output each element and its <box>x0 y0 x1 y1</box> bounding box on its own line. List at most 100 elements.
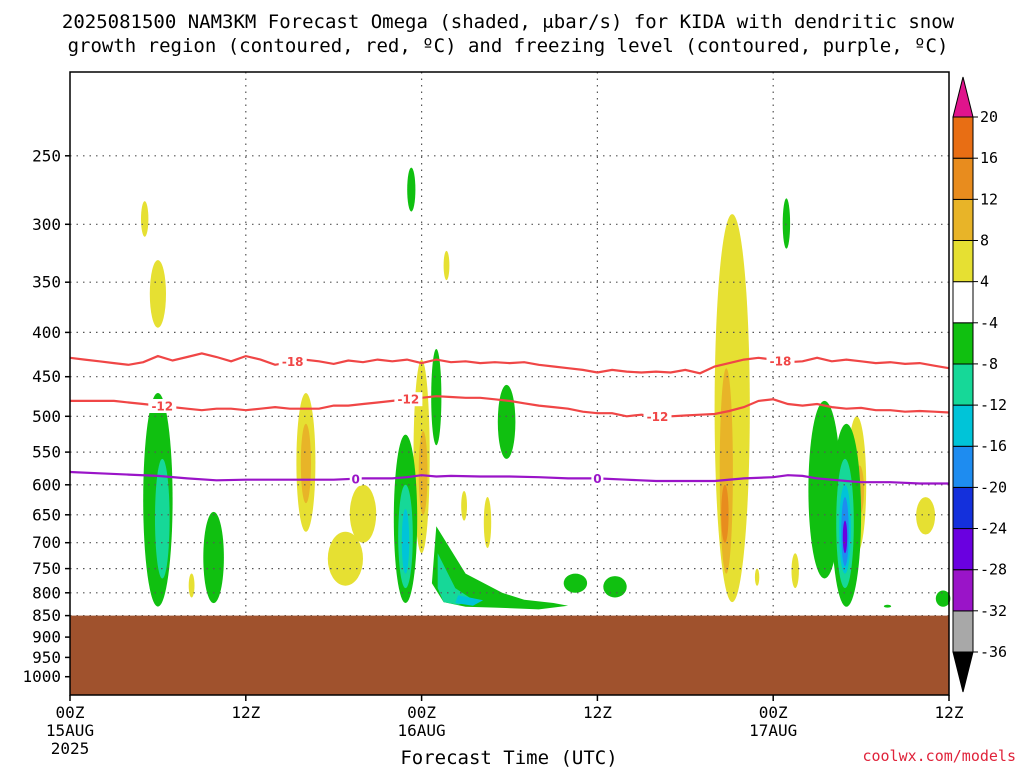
contour-label-bg-0-1 <box>766 353 795 368</box>
omega-region-14 <box>483 497 492 548</box>
colorbar: -36 -32 -28 -24 -20 -16 -12 -8 -4 4 8 12 16 20 <box>952 76 1007 693</box>
chart-title-line1: 2025081500 NAM3KM Forecast Omega (shaded… <box>62 11 955 33</box>
y-axis: 250 300 350 400 450 500 550 600 650 700 750 800 850 9… <box>22 146 70 686</box>
contour-label-bg-1-2 <box>643 409 672 424</box>
colorbar-label-0: -36 <box>980 643 1007 661</box>
y-tick-label-900: 900 <box>32 628 61 647</box>
y-tick-label-300: 300 <box>32 215 61 234</box>
y-tick-label-500: 500 <box>32 407 61 426</box>
x-tick-date-24: 16AUG <box>398 721 446 740</box>
x-tick-label-24: 00Z <box>407 703 436 722</box>
contour-label-0-1: -18 <box>770 354 792 368</box>
x-tick-label-36: 12Z <box>583 703 612 722</box>
omega-region-20 <box>754 568 760 586</box>
omega-polygon-2 <box>455 595 484 606</box>
colorbar-band-3 <box>952 486 974 530</box>
contour-line-1 <box>70 395 950 418</box>
colorbar-band-2 <box>952 528 974 571</box>
omega-region-10 <box>188 573 195 598</box>
contour-label-1-2: -12 <box>647 410 669 424</box>
chart-title-line2: growth region (contoured, red, ºC) and f… <box>68 35 949 57</box>
colorbar-band-11 <box>952 157 974 200</box>
omega-region-13 <box>461 491 467 521</box>
omega-region-30 <box>497 384 516 459</box>
x-tick-label-12: 12Z <box>231 703 260 722</box>
colorbar-band-5 <box>952 404 974 447</box>
colorbar-label-5: -16 <box>980 437 1007 455</box>
omega-region-18 <box>791 553 799 589</box>
omega-region-7 <box>300 423 311 504</box>
omega-region-25 <box>203 511 224 604</box>
y-tick-label-400: 400 <box>32 323 61 342</box>
x-tick-label-60: 12Z <box>935 703 964 722</box>
colorbar-label-3: -24 <box>980 520 1007 538</box>
omega-region-0 <box>141 201 149 237</box>
contour-label-2-1: 0 <box>593 472 601 486</box>
omega-region-5 <box>721 484 729 543</box>
colorbar-band-6 <box>952 363 974 406</box>
omega-polygon-1 <box>437 553 473 605</box>
contour-label-1-0: -12 <box>151 400 173 414</box>
temperature-contours: -18 -18 -12 -12 -12 0 0 <box>69 352 950 486</box>
contour-label-bg-2-0 <box>349 471 362 486</box>
colorbar-band-0 <box>952 610 974 653</box>
plot-frame <box>69 71 950 696</box>
omega-region-1 <box>149 260 166 328</box>
colorbar-label-8: -4 <box>980 314 998 332</box>
y-tick-label-850: 850 <box>32 606 61 625</box>
omega-region-40 <box>563 573 588 593</box>
contour-label-2-0: 0 <box>352 472 360 486</box>
colorbar-band-8 <box>952 281 974 324</box>
omega-region-37 <box>935 590 951 607</box>
omega-region-19 <box>916 497 936 535</box>
plot-area: -18 -18 -12 -12 -12 0 0 <box>69 71 951 696</box>
colorbar-label-7: -8 <box>980 355 998 373</box>
x-tick-date-0: 15AUG <box>46 721 94 740</box>
contour-line-2 <box>69 470 949 485</box>
x-axis-title: Forecast Time (UTC) <box>400 747 617 768</box>
omega-region-22 <box>782 198 791 249</box>
y-tick-label-700: 700 <box>32 533 61 552</box>
colorbar-label-2: -28 <box>980 561 1007 579</box>
contour-label-1-1: -12 <box>398 393 420 407</box>
y-tick-label-450: 450 <box>32 367 61 386</box>
contour-label-0-0: -18 <box>282 355 304 369</box>
colorbar-band-4 <box>952 445 974 488</box>
omega-region-28 <box>401 509 410 574</box>
omega-polygon-0 <box>431 526 569 610</box>
contour-label-bg-1-1 <box>394 392 423 407</box>
x-tick-label-48: 00Z <box>759 703 788 722</box>
ground-surface <box>70 615 949 695</box>
colorbar-label-10: 8 <box>980 232 989 250</box>
y-tick-label-350: 350 <box>32 273 61 292</box>
colorbar-label-1: -32 <box>980 602 1007 620</box>
omega-region-8 <box>349 484 377 543</box>
colorbar-label-12: 16 <box>980 149 998 167</box>
colorbar-bottom-arrow <box>952 651 974 693</box>
colorbar-label-13: 20 <box>980 108 998 126</box>
omega-region-39 <box>603 576 627 598</box>
contour-label-bg-2-1 <box>591 471 604 486</box>
x-tick-label-0: 00Z <box>56 703 85 722</box>
colorbar-label-9: 4 <box>980 273 989 291</box>
colorbar-band-7 <box>952 322 974 365</box>
colorbar-band-10 <box>952 198 974 242</box>
credit-text: coolwx.com/models <box>862 747 1016 765</box>
colorbar-label-4: -20 <box>980 478 1007 496</box>
omega-region-3 <box>714 214 750 603</box>
colorbar-band-1 <box>952 569 974 612</box>
colorbar-top-arrow <box>952 76 974 118</box>
omega-region-4 <box>719 368 733 574</box>
omega-region-2 <box>443 250 450 281</box>
y-tick-label-550: 550 <box>32 443 61 462</box>
x-tick-date-48: 17AUG <box>749 721 797 740</box>
contour-label-bg-0-0 <box>278 354 307 369</box>
y-tick-label-1000: 1000 <box>22 667 61 686</box>
omega-region-24 <box>155 458 170 579</box>
y-tick-label-800: 800 <box>32 583 61 602</box>
omega-region-36 <box>842 520 848 554</box>
x-tick-year-0: 2025 <box>51 739 90 758</box>
omega-region-9 <box>327 531 363 586</box>
